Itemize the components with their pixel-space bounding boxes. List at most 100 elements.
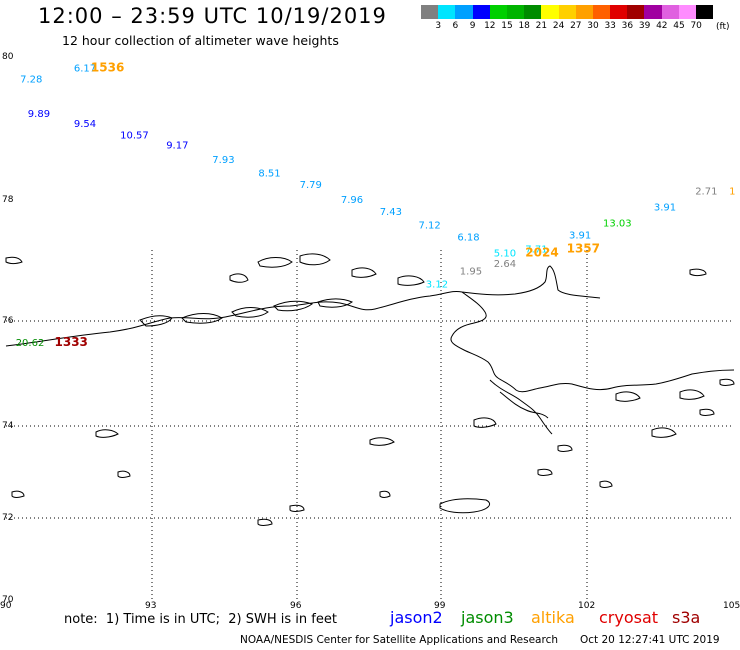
legend-s3a: s3a — [672, 608, 701, 627]
color-tick-36: 36 — [621, 21, 634, 31]
map-title: 12:00 – 23:59 UTC 10/19/2019 — [38, 4, 387, 28]
color-swatch-11 — [610, 5, 628, 19]
island-cluster-central — [257, 253, 354, 312]
observation-label: 3.91 — [654, 202, 676, 213]
coast-eastern — [450, 291, 735, 393]
color-tick-21: 21 — [535, 21, 548, 31]
color-tick-24: 24 — [552, 21, 565, 31]
color-swatch-10 — [592, 5, 611, 19]
longitude-labels: 90 93 96 99 102 105 — [0, 601, 740, 611]
lat-label-70: 70 — [2, 595, 14, 605]
observation-label: 7.96 — [341, 195, 363, 206]
islands-south — [11, 417, 677, 526]
coast-gulf — [499, 391, 549, 419]
observation-label: 7.12 — [419, 220, 441, 231]
lat-label-76: 76 — [2, 316, 14, 326]
observation-label: 2024 — [525, 245, 558, 259]
color-tick-39: 39 — [638, 21, 651, 31]
observation-label: 8.51 — [258, 168, 280, 179]
footer-note: note: 1) Time is in UTC; 2) SWH is in fe… — [64, 612, 337, 627]
color-tick-42: 42 — [656, 21, 668, 31]
generated-timestamp: Oct 20 12:27:41 UTC 2019 — [580, 634, 720, 646]
lat-label-80: 80 — [2, 52, 14, 62]
observation-label: 20.62 — [16, 338, 45, 349]
color-swatch-15 — [678, 5, 696, 19]
color-swatch-4 — [489, 5, 507, 19]
color-tick-33: 33 — [604, 21, 616, 31]
observation-label: 7.93 — [212, 155, 234, 166]
observation-label: 7.43 — [380, 207, 402, 218]
color-swatch-9 — [575, 5, 593, 19]
observation-label: 9.17 — [166, 141, 188, 152]
color-tick-30: 30 — [587, 21, 599, 31]
color-swatch-0 — [421, 5, 439, 19]
color-tick-12: 12 — [484, 21, 496, 31]
color-swatch-14 — [661, 5, 679, 19]
legend-altika: altika — [531, 608, 575, 627]
islands-east — [615, 268, 735, 416]
observation-label: 6.18 — [457, 233, 479, 244]
color-swatch-2 — [455, 5, 473, 19]
observation-label: 6.17 — [74, 63, 96, 74]
observation-label: 1.95 — [460, 266, 482, 277]
observation-label: 2.64 — [494, 259, 516, 270]
color-swatch-6 — [524, 5, 542, 19]
coast-mainland-north — [5, 265, 601, 347]
color-tick-15: 15 — [501, 21, 513, 31]
observation-label: 1357 — [567, 242, 600, 256]
observation-label: 10.57 — [120, 131, 149, 142]
color-swatch-3 — [472, 5, 490, 19]
observation-label: 9.54 — [74, 119, 96, 130]
color-swatch-5 — [506, 5, 525, 19]
lat-label-72: 72 — [2, 513, 13, 523]
color-tick-45: 45 — [673, 21, 685, 31]
color-tick-6: 6 — [452, 21, 459, 31]
legend-cryosat: cryosat — [599, 608, 659, 627]
lat-lon-grid — [6, 250, 734, 600]
color-tick-9: 9 — [469, 21, 476, 31]
credit-line: NOAA/NESDIS Center for Satellite Applica… — [240, 634, 558, 646]
lat-label-78: 78 — [2, 195, 14, 205]
lon-label-90: 90 — [0, 601, 12, 611]
island-cluster-west — [139, 307, 269, 327]
lon-label-96: 96 — [290, 601, 302, 611]
observation-label: 3.91 — [569, 231, 591, 242]
coast-river-inlet — [489, 379, 553, 435]
color-tick-3: 3 — [435, 21, 442, 31]
lat-label-74: 74 — [2, 421, 14, 431]
legend-jason2: jason2 — [390, 608, 443, 627]
observation-label: 1 — [729, 186, 735, 197]
color-tick-27: 27 — [570, 21, 582, 31]
observation-label: 3.12 — [426, 280, 448, 291]
map-subtitle: 12 hour collection of altimeter wave hei… — [62, 33, 339, 48]
color-swatch-8 — [558, 5, 576, 19]
observation-label: 1333 — [55, 335, 88, 349]
observation-label: 9.89 — [28, 109, 50, 120]
color-swatch-12 — [627, 5, 645, 19]
color-scale-swatches — [421, 5, 714, 19]
color-swatch-16 — [696, 5, 714, 19]
observation-label: 2.71 — [695, 186, 717, 197]
legend-jason3: jason3 — [461, 608, 514, 627]
color-tick-70: 70 — [690, 21, 702, 31]
color-tick-18: 18 — [518, 21, 530, 31]
color-swatch-7 — [541, 5, 559, 19]
color-swatch-13 — [644, 5, 662, 19]
observation-label: 7.79 — [300, 180, 322, 191]
color-scale-ticks: 3 6 9 12 15 18 21 24 27 30 33 36 39 42 45 70 — [421, 19, 713, 33]
lon-label-93: 93 — [145, 601, 156, 611]
observation-label: 1536 — [91, 60, 124, 74]
observation-label: 7.28 — [20, 75, 42, 86]
latitude-labels: 80 78 76 74 72 70 — [2, 52, 14, 605]
lon-label-105: 105 — [723, 601, 740, 611]
color-swatch-1 — [438, 5, 456, 19]
islands-north — [5, 256, 425, 286]
lon-label-99: 99 — [434, 601, 446, 611]
wave-height-color-scale: 3 6 9 12 15 18 21 24 27 30 33 36 39 42 45 70 (ft) — [421, 5, 730, 33]
observation-label: 5.10 — [494, 248, 516, 259]
lon-label-102: 102 — [578, 601, 595, 611]
observation-label: 13.03 — [603, 219, 632, 230]
color-scale-unit: (ft) — [716, 22, 730, 32]
